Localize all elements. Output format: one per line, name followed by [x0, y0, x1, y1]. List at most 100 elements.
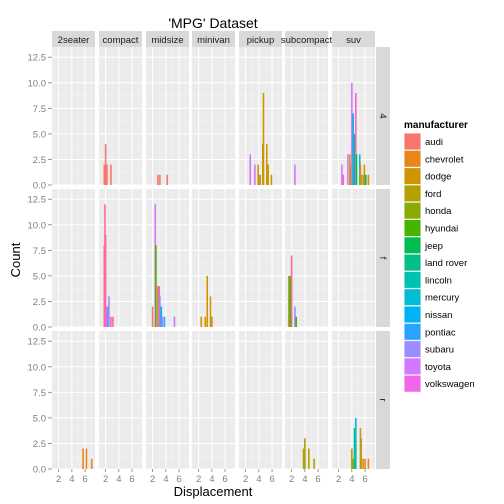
bar-31 — [362, 174, 364, 185]
bar-73 — [355, 417, 357, 469]
strip-label-f: f — [377, 257, 388, 260]
panel-minivan-r — [191, 331, 235, 470]
bar-76 — [362, 458, 364, 469]
bar-4 — [157, 174, 159, 185]
strip-4 — [376, 47, 390, 185]
x-tick-label: 4 — [209, 474, 214, 485]
bar-51 — [163, 316, 166, 327]
strip-label-minivan: minivan — [197, 35, 230, 46]
bar-62 — [295, 316, 298, 327]
bar-38 — [106, 306, 108, 327]
y-tick-label: 10.0 — [28, 362, 47, 373]
bar-54 — [204, 316, 207, 327]
panel-2seater-r — [51, 331, 95, 470]
legend-swatch-ford — [404, 185, 421, 202]
bar-77 — [364, 458, 366, 469]
strip-label-r: r — [377, 398, 388, 401]
legend-label-lincoln: lincoln — [425, 275, 452, 286]
bar-37 — [104, 235, 107, 327]
y-tick-label: 5.0 — [33, 129, 46, 140]
y-tick-label: 5.0 — [33, 413, 46, 424]
bar-61 — [294, 306, 296, 327]
bar-56 — [209, 296, 212, 327]
x-tick-label: 4 — [302, 474, 307, 485]
strip-suv — [332, 31, 375, 47]
panel-minivan-f — [191, 189, 235, 328]
y-tick-label: 7.5 — [33, 104, 46, 115]
x-tick-label: 2 — [243, 474, 248, 485]
bar-48 — [159, 296, 161, 327]
x-tick-label: 6 — [129, 474, 134, 485]
x-tick-label: 6 — [315, 474, 320, 485]
y-tick-label: 5.0 — [33, 271, 46, 282]
bar-7 — [249, 154, 252, 185]
legend: manufacturer audi chevrolet dodge ford honda… — [404, 120, 475, 393]
panel-midsize-r — [145, 331, 189, 470]
bar-41 — [110, 316, 112, 327]
bar-13 — [262, 93, 265, 185]
bar-8 — [254, 164, 256, 185]
bar-46 — [157, 286, 159, 327]
legend-swatch-land rover — [404, 254, 421, 271]
x-tick-label: 4 — [163, 474, 168, 485]
bar-10 — [258, 174, 260, 185]
x-tick-label: 6 — [269, 474, 274, 485]
bar-59 — [289, 275, 292, 327]
panel-subcompact-r — [284, 331, 328, 470]
bar-69 — [313, 458, 315, 469]
x-tick-label: 4 — [256, 474, 261, 485]
legend-label-toyota: toyota — [425, 362, 452, 373]
strip-label-2seater: 2seater — [58, 35, 90, 46]
bar-15 — [267, 164, 269, 185]
bar-26 — [355, 93, 357, 185]
legend-swatch-lincoln — [404, 271, 421, 288]
legend-swatch-mercury — [404, 289, 421, 306]
panel-suv-f — [331, 189, 375, 328]
legend-label-dodge: dodge — [425, 172, 451, 183]
legend-swatch-audi — [404, 133, 421, 150]
legend-label-audi: audi — [425, 137, 443, 148]
x-tick-label: 6 — [222, 474, 227, 485]
x-tick-label: 2 — [196, 474, 201, 485]
strip-pickup — [239, 31, 282, 47]
bar-65 — [90, 458, 93, 469]
strip-label-4: 4 — [377, 113, 388, 118]
panel-pickup-4 — [238, 47, 282, 186]
bar-63 — [82, 448, 84, 469]
strip-subcompact — [285, 31, 328, 47]
x-axis-label: Displacement — [174, 484, 253, 499]
legend-label-jeep: jeep — [424, 241, 443, 252]
strip-compact — [99, 31, 142, 47]
x-tick-label: 2 — [103, 474, 108, 485]
bar-57 — [211, 316, 213, 327]
legend-label-volkswagen: volkswagen — [425, 379, 475, 390]
bar-55 — [206, 275, 209, 327]
x-tick-label: 4 — [69, 474, 74, 485]
facet-panels: 2seater compact midsize minivan pickup subcom… — [51, 31, 390, 470]
y-axis: 0.0 2.5 5.0 7.5 10.0 12.5 0.0 2.5 5.0 7.5 10.0 12.5… — [28, 53, 52, 476]
bar-3 — [110, 164, 112, 185]
bar-6 — [166, 174, 168, 185]
legend-label-subaru: subaru — [425, 345, 454, 356]
bar-14 — [265, 144, 268, 185]
y-tick-label: 2.5 — [33, 439, 46, 450]
x-tick-label: 6 — [176, 474, 181, 485]
legend-label-ford: ford — [425, 189, 441, 200]
x-tick-label: 4 — [116, 474, 121, 485]
legend-swatch-pontiac — [404, 323, 421, 340]
bar-2 — [106, 164, 108, 185]
strip-label-suv: suv — [346, 35, 361, 46]
x-tick-label: 6 — [362, 474, 367, 485]
bar-66 — [302, 448, 305, 469]
bar-45 — [155, 245, 157, 327]
panel-2seater-f — [51, 189, 95, 328]
strip-2seater — [52, 31, 95, 47]
legend-label-land rover: land rover — [425, 258, 467, 269]
legend-swatch-honda — [404, 202, 421, 219]
legend-swatch-toyota — [404, 358, 421, 375]
bar-20 — [347, 154, 349, 185]
y-tick-label: 10.0 — [28, 78, 47, 89]
panel-midsize-4 — [145, 47, 189, 186]
bar-58 — [288, 275, 290, 327]
y-tick-label: 7.5 — [33, 388, 46, 399]
